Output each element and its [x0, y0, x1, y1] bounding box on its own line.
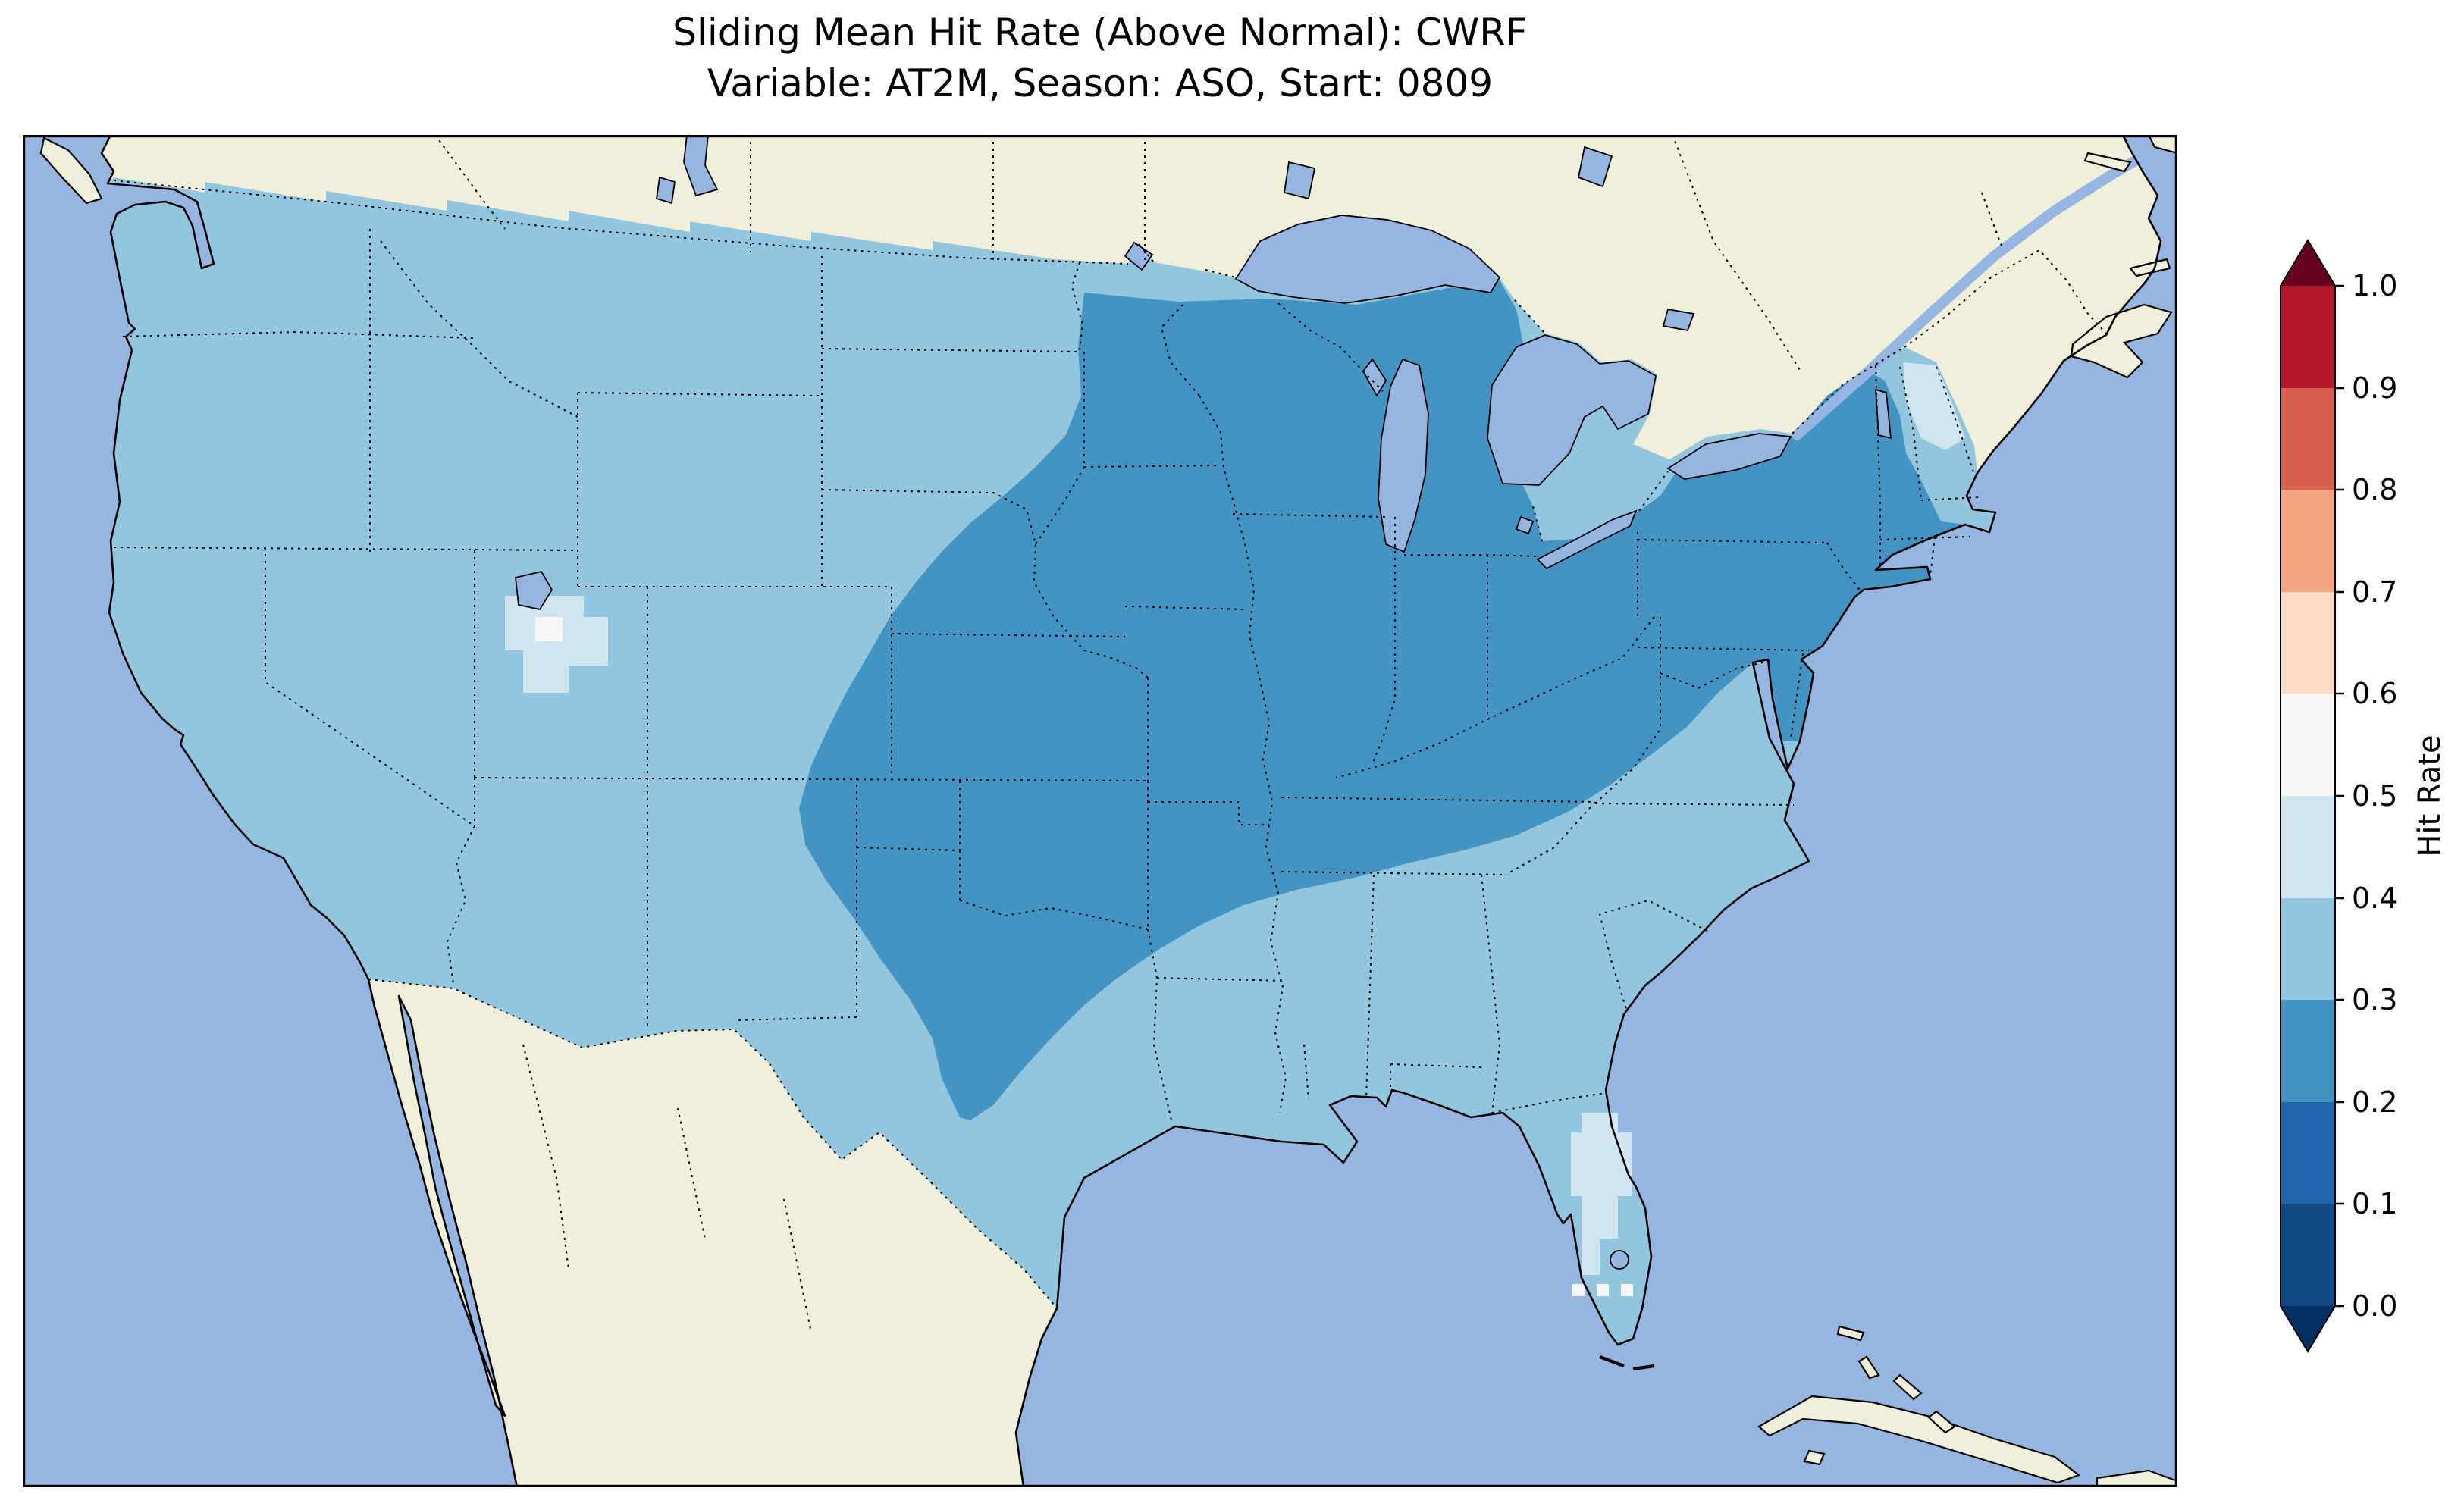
data-patch-florida-04-05 — [1571, 1113, 1632, 1275]
colorbar-segment — [2281, 490, 2335, 592]
newfoundland-corner — [2147, 135, 2177, 155]
lake-michigan — [1378, 358, 1429, 553]
colorbar-tick-label: 0.3 — [2352, 983, 2397, 1016]
colorbar-tick-labels: 1.0 0.9 0.8 0.7 0.6 0.5 0.4 0.3 0.2 0.1 … — [2352, 269, 2397, 1323]
plot-title: Sliding Mean Hit Rate (Above Normal): CW… — [23, 8, 2177, 109]
colorbar-tick-label: 0.9 — [2352, 371, 2397, 405]
lake-huron — [1487, 334, 1657, 486]
florida-keys — [1599, 1355, 1655, 1371]
lake-manitoba — [655, 176, 676, 205]
coastline — [100, 135, 2162, 1487]
colorbar-under-arrow — [2281, 1306, 2335, 1351]
cuba — [1757, 1395, 2081, 1484]
colorbar-tick-label: 0.6 — [2352, 677, 2397, 710]
lake-winnipeg — [683, 135, 719, 197]
lake-timiskaming — [1577, 146, 1613, 188]
lake-nipigon — [1283, 161, 1316, 200]
isle-of-youth — [1803, 1449, 1826, 1466]
plot-title-line2: Variable: AT2M, Season: ASO, Start: 0809 — [707, 61, 1494, 105]
vancouver-island — [39, 136, 103, 205]
colorbar-segment — [2281, 1000, 2335, 1102]
lake-st-clair — [1515, 515, 1535, 535]
colorbar-tick-label: 1.0 — [2352, 269, 2397, 302]
map-frame — [23, 135, 2177, 1487]
anticosti-island — [2083, 152, 2132, 173]
colorbar-tick-marks — [2335, 284, 2344, 1308]
colorbar-tick-label: 0.1 — [2352, 1187, 2397, 1220]
colorbar-segment — [2281, 388, 2335, 490]
colorbar-tick-label: 0.0 — [2352, 1289, 2397, 1323]
colorbar-tick-label: 0.4 — [2352, 882, 2397, 915]
state-and-national-borders — [113, 135, 2107, 1333]
colorbar-segment — [2281, 286, 2335, 388]
colorbar-tick-label: 0.2 — [2352, 1085, 2397, 1119]
data-spots-south-florida-05-06 — [1572, 1284, 1633, 1296]
colorbar-segment — [2281, 1204, 2335, 1306]
colorbar-over-arrow — [2281, 240, 2335, 286]
green-bay — [1362, 358, 1387, 397]
lake-okeechobee — [1610, 1250, 1629, 1270]
great-salt-lake — [515, 570, 553, 611]
bahamas-islands — [1836, 1325, 1956, 1434]
colorbar-tick-label: 0.8 — [2352, 473, 2397, 506]
data-patch-new-england-04-05 — [1903, 362, 1965, 450]
colorbar-segment — [2281, 796, 2335, 898]
colorbar: 1.0 0.9 0.8 0.7 0.6 0.5 0.4 0.3 0.2 0.1 … — [2280, 239, 2447, 1353]
lake-nipissing — [1662, 308, 1695, 332]
prince-edward-island — [2129, 258, 2171, 277]
data-region-hit-02-03 — [799, 280, 1965, 1120]
st-lawrence-river — [1792, 145, 2158, 440]
lake-superior — [1234, 215, 1501, 304]
data-spot-utah-05-06 — [535, 617, 563, 641]
colorbar-segment — [2281, 592, 2335, 694]
colorbar-tick-label: 0.7 — [2352, 575, 2397, 609]
lake-ontario — [1666, 433, 1792, 480]
data-patch-utah-04-05 — [505, 596, 608, 693]
nova-scotia — [2070, 303, 2173, 379]
colorbar-segment — [2281, 898, 2335, 1000]
colorbar-tick-label: 0.5 — [2352, 779, 2397, 813]
lake-of-the-woods — [1124, 241, 1154, 271]
plot-title-line1: Sliding Mean Hit Rate (Above Normal): CW… — [672, 11, 1528, 55]
us-hit-rate-map — [23, 135, 2177, 1487]
colorbar-segment — [2281, 694, 2335, 796]
colorbar-axis-label: Hit Rate — [2412, 734, 2447, 857]
lake-erie — [1536, 509, 1638, 570]
colorbar-segment — [2281, 1102, 2335, 1204]
